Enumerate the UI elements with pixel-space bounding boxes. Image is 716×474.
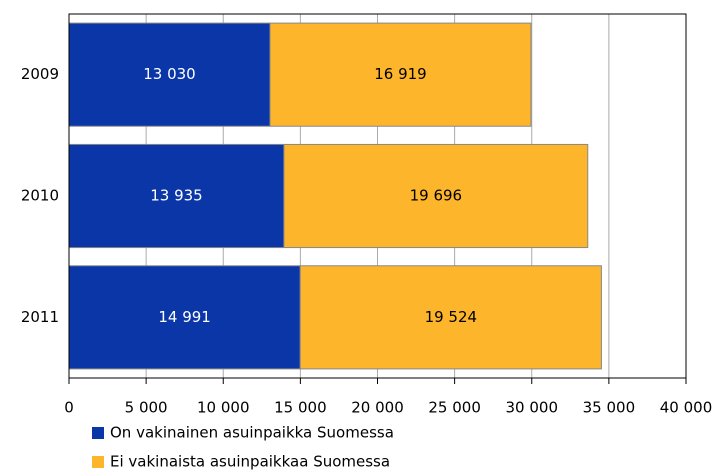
x-tick-label: 20 000: [351, 399, 404, 417]
x-tick-label: 5 000: [125, 399, 168, 417]
legend-swatch: [92, 456, 104, 468]
data-label: 19 524: [425, 308, 478, 326]
x-tick-label: 10 000: [197, 399, 250, 417]
bar-segment: [68, 143, 285, 249]
x-tick-label: 0: [64, 399, 74, 417]
legend-label: Ei vakinaista asuinpaikkaa Suomessa: [110, 453, 390, 471]
x-tick-label: 40 000: [660, 399, 713, 417]
data-label: 19 696: [410, 187, 463, 205]
y-tick-label: 2011: [21, 308, 59, 326]
data-label: 14 991: [158, 308, 211, 326]
y-tick-label: 2009: [21, 65, 59, 83]
x-tick-label: 30 000: [506, 399, 559, 417]
x-tick-label: 35 000: [583, 399, 636, 417]
legend-label: On vakinainen asuinpaikka Suomessa: [110, 424, 394, 442]
legend-swatch: [92, 427, 104, 439]
plot-border: [68, 13, 687, 379]
bar-segment: [299, 265, 602, 370]
data-label: 13 935: [150, 187, 203, 205]
data-label: 16 919: [374, 65, 427, 83]
data-label: 13 030: [143, 65, 196, 83]
bar-segment: [283, 143, 589, 249]
x-tick-label: 25 000: [428, 399, 481, 417]
bar-segment: [68, 265, 301, 370]
y-tick-label: 2010: [21, 187, 59, 205]
x-tick-label: 15 000: [274, 399, 327, 417]
bar-segment: [269, 22, 532, 127]
